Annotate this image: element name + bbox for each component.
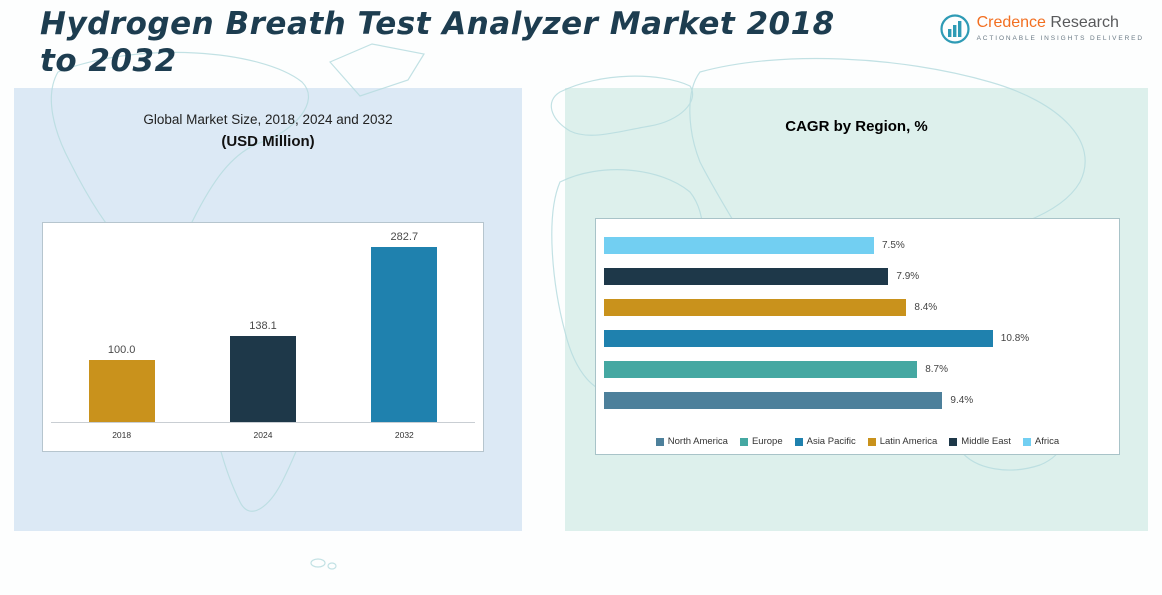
cagr-bar xyxy=(604,299,907,316)
logo-brand-name: Credence Research xyxy=(977,14,1144,32)
bar-value-label: 282.7 xyxy=(390,230,419,243)
market-size-bar-group-2024: 138.1 xyxy=(192,227,333,422)
legend-label: Africa xyxy=(1034,436,1060,447)
legend-label: Middle East xyxy=(961,436,1011,447)
cagr-value-label: 8.7% xyxy=(925,364,948,375)
bar-value-label: 138.1 xyxy=(249,320,277,333)
legend-swatch xyxy=(949,437,958,446)
page-title: Hydrogen Breath Test Analyzer Market 201… xyxy=(40,6,835,79)
legend-item-latin-america: Latin America xyxy=(867,436,938,447)
cagr-value-label: 10.8% xyxy=(1000,333,1030,344)
x-axis-label: 2024 xyxy=(253,430,273,440)
legend-swatch xyxy=(739,437,748,446)
legend-swatch xyxy=(794,437,803,446)
cagr-legend: North America Europe Asia Pacific Latin Ame… xyxy=(596,436,1119,447)
market-size-plot: 100.0 138.1 282.7 xyxy=(51,227,475,423)
cagr-value-label: 8.4% xyxy=(914,302,938,313)
x-axis-label: 2018 xyxy=(112,430,132,440)
market-size-chart: 100.0 138.1 282.7 2018 2024 2032 xyxy=(42,222,484,452)
market-size-chart-header: Global Market Size, 2018, 2024 and 2032 … xyxy=(14,112,522,150)
legend-swatch xyxy=(1022,437,1031,446)
cagr-bar xyxy=(604,392,943,409)
legend-label: Asia Pacific xyxy=(806,436,856,447)
market-size-categories: 2018 2024 2032 xyxy=(51,423,475,440)
bar-value-label: 100.0 xyxy=(107,344,136,356)
market-size-bar-group-2018: 100.0 xyxy=(51,227,192,422)
legend-item-north-america: North America xyxy=(655,436,728,447)
cagr-bar xyxy=(604,237,874,254)
market-size-unit: (USD Million) xyxy=(221,133,315,150)
logo-bar-chart-icon xyxy=(939,14,970,44)
cagr-bar-row-north-america: 9.4% xyxy=(604,392,1109,409)
cagr-bar-row-asia-pacific: 10.8% xyxy=(604,330,1109,347)
legend-item-middle-east: Middle East xyxy=(949,436,1011,447)
cagr-bar xyxy=(604,268,889,285)
logo-brand-primary: Credence xyxy=(976,14,1046,31)
market-size-subtitle: Global Market Size, 2018, 2024 and 2032 xyxy=(143,112,393,127)
logo-tagline: Actionable Insights Delivered xyxy=(976,34,1144,42)
legend-item-europe: Europe xyxy=(739,436,783,447)
x-axis-label: 2032 xyxy=(394,430,414,440)
legend-label: North America xyxy=(667,436,728,447)
cagr-rows: 7.5% 7.9% 8.4% 10.8% 8.7% 9.4% xyxy=(604,237,1109,409)
market-size-bar-group-2032: 282.7 xyxy=(334,227,475,422)
legend-label: Latin America xyxy=(879,436,938,447)
bar-2032 xyxy=(371,246,438,422)
cagr-value-label: 7.5% xyxy=(882,240,905,251)
bar-2024 xyxy=(229,336,296,422)
cagr-bar-row-europe: 8.7% xyxy=(604,361,1109,378)
legend-swatch xyxy=(867,437,876,446)
cagr-chart: 7.5% 7.9% 8.4% 10.8% 8.7% 9.4% North America E… xyxy=(595,218,1120,455)
bar-2018 xyxy=(88,360,155,422)
legend-label: Europe xyxy=(751,436,783,447)
cagr-bar xyxy=(604,330,993,347)
logo-brand-secondary: Research xyxy=(1045,14,1119,31)
cagr-bar xyxy=(604,361,918,378)
logo-text: Credence Research Actionable Insights De… xyxy=(977,14,1144,42)
cagr-bar-row-middle-east: 7.9% xyxy=(604,268,1109,285)
legend-swatch xyxy=(655,437,664,446)
credence-research-logo: Credence Research Actionable Insights De… xyxy=(939,14,1144,44)
legend-item-asia-pacific: Asia Pacific xyxy=(794,436,856,447)
cagr-value-label: 7.9% xyxy=(896,271,920,282)
cagr-bar-row-latin-america: 8.4% xyxy=(604,299,1109,316)
legend-item-africa: Africa xyxy=(1022,436,1060,447)
cagr-value-label: 9.4% xyxy=(950,395,974,406)
cagr-bar-row-africa: 7.5% xyxy=(604,237,1109,254)
cagr-chart-title: CAGR by Region, % xyxy=(785,118,928,135)
